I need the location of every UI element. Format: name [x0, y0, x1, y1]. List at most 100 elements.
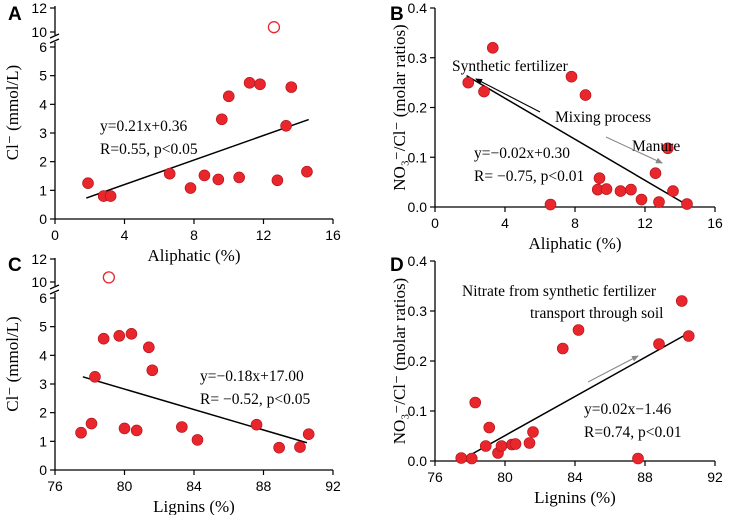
y-tick-label: 3: [39, 125, 47, 141]
y-tick-label: 0.2: [408, 353, 428, 369]
panel-B: B 0 4 8 12 16 0.0 0.1 0.2 0.3 0.4 Aliphatic (%) NO₃⁻…: [390, 0, 723, 253]
data-point: [495, 440, 508, 452]
annotation-mixing-process: Mixing process: [555, 109, 651, 126]
data-point: [635, 193, 648, 206]
y-tick-label: 0.4: [408, 0, 428, 16]
equation-label: y=0.21x+0.36: [100, 118, 187, 135]
data-point: [667, 185, 679, 197]
y-tick-label: 1: [39, 433, 47, 449]
data-point: [523, 437, 536, 449]
y-axis-label: NO₃⁻/Cl⁻ (molar ratios): [390, 278, 409, 444]
x-tick-label: 12: [256, 227, 272, 243]
axis-break-mark: [49, 33, 60, 39]
x-tick-label: 0: [51, 227, 59, 243]
data-point: [565, 70, 578, 83]
data-point: [486, 41, 499, 54]
data-point: [176, 421, 188, 433]
y-axis-label: Cl⁻ (mmol/L): [3, 316, 22, 411]
y-tick-label: 2: [39, 154, 47, 170]
arrow-to-manure: [605, 136, 663, 164]
data-point: [146, 364, 159, 377]
data-point: [254, 78, 266, 91]
y-tick-label: 6: [39, 290, 47, 306]
data-point: [163, 167, 176, 180]
panel-label: A: [8, 4, 22, 25]
y-tick-label: 0.2: [408, 100, 428, 116]
data-point: [280, 120, 292, 132]
axis-break-mark: [49, 38, 60, 44]
data-point: [556, 342, 569, 355]
data-point: [82, 177, 94, 189]
data-point: [97, 332, 110, 345]
x-tick-label: 12: [637, 215, 653, 231]
data-point: [479, 440, 492, 452]
fit-line: [86, 118, 309, 199]
equation-label: y=0.02x−1.46: [584, 401, 671, 418]
stats-label: R=0.74, p<0.01: [584, 424, 682, 441]
outlier-point: [102, 271, 116, 284]
y-tick-label: 3: [39, 376, 47, 392]
annotation-transport: transport through soil: [530, 305, 663, 322]
data-point: [572, 324, 585, 336]
fit-line: [82, 376, 308, 444]
data-point: [478, 85, 490, 98]
data-point: [527, 426, 539, 438]
arrow-transport: [587, 355, 639, 383]
data-point: [681, 198, 693, 210]
data-point: [285, 81, 298, 93]
data-point: [233, 171, 245, 184]
x-tick-label: 92: [325, 478, 341, 494]
panel-label: D: [390, 255, 404, 276]
data-point: [675, 295, 688, 307]
data-point: [483, 421, 496, 434]
data-point: [469, 396, 482, 409]
equation-label: y=−0.18x+17.00: [200, 368, 304, 385]
x-tick-label: 4: [121, 227, 129, 243]
data-point: [294, 441, 306, 453]
y-tick-label: 6: [39, 39, 47, 55]
data-point: [143, 341, 155, 354]
data-point: [271, 174, 284, 187]
data-point: [130, 424, 143, 437]
data-point: [198, 169, 211, 182]
annotation-manure: Manure: [632, 138, 680, 155]
axis-break-mark: [49, 284, 60, 290]
x-tick-label: 16: [707, 215, 723, 231]
x-tick-label: 76: [427, 469, 443, 485]
y-tick-label-upper: 12: [31, 251, 47, 267]
y-tick-label: 0: [39, 462, 47, 478]
data-point: [509, 438, 522, 450]
data-point: [191, 434, 204, 446]
x-tick-label: 80: [497, 469, 513, 485]
data-point: [593, 172, 606, 184]
data-point: [614, 185, 627, 197]
data-point: [661, 142, 674, 155]
data-point: [184, 182, 197, 194]
x-tick-label: 16: [325, 227, 341, 243]
x-tick-label: 4: [501, 215, 509, 231]
annotation-nitrate-source: Nitrate from synthetic fertilizer: [462, 283, 657, 300]
fit-line: [459, 331, 691, 462]
data-point: [455, 452, 468, 464]
equation-label: y=−0.02x+0.30: [474, 145, 570, 162]
data-point: [462, 76, 475, 89]
x-tick-label: 0: [431, 215, 439, 231]
axis-break-mark: [49, 289, 60, 295]
stats-label: R= −0.75, p<0.01: [474, 168, 584, 185]
y-axis-label: NO₃⁻/Cl⁻ (molar ratios): [390, 24, 409, 190]
data-point: [75, 426, 87, 439]
x-axis-label: Aliphatic (%): [529, 234, 622, 253]
data-point: [579, 89, 592, 101]
x-axis-label: Lignins (%): [534, 488, 616, 507]
panel-D: D 76 80 84 88 92 0.0 0.1 0.2 0.3 0.4 Lignins (%) NO₃…: [390, 253, 723, 507]
data-point: [653, 196, 665, 208]
data-point: [118, 422, 131, 435]
y-tick-label: 0.3: [408, 303, 428, 319]
data-point: [212, 173, 225, 186]
x-tick-label: 8: [190, 227, 198, 243]
y-tick-label: 2: [39, 405, 47, 421]
data-point: [89, 371, 101, 383]
y-tick-label: 0: [39, 211, 47, 227]
y-tick-label-upper: 10: [31, 274, 47, 290]
